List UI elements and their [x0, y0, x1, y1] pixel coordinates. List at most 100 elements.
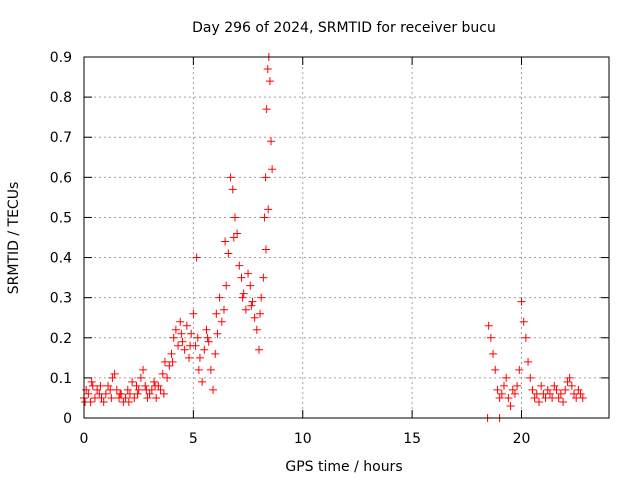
data-point — [171, 325, 180, 334]
data-point — [121, 393, 130, 402]
data-point — [226, 173, 235, 182]
data-point — [141, 381, 150, 390]
x-tick-label: 5 — [189, 431, 198, 447]
data-point — [193, 333, 202, 342]
data-point — [578, 393, 587, 402]
data-point — [508, 385, 517, 394]
data-point — [559, 397, 568, 406]
y-tick-label: 0.6 — [50, 170, 72, 186]
data-point — [134, 385, 143, 394]
data-point — [165, 361, 174, 370]
data-point — [526, 373, 535, 382]
data-point — [145, 389, 154, 398]
data-point — [163, 373, 172, 382]
chart-title: Day 296 of 2024, SRMTID for receiver buc… — [192, 20, 496, 36]
data-point — [229, 233, 238, 242]
data-point — [167, 349, 176, 358]
data-point — [104, 381, 113, 390]
data-point — [576, 389, 585, 398]
data-point — [128, 377, 137, 386]
data-point — [239, 289, 248, 298]
data-point — [262, 105, 271, 114]
data-point — [222, 281, 231, 290]
data-point — [262, 245, 270, 254]
data-point — [265, 77, 274, 86]
data-point — [259, 273, 268, 282]
y-tick-label: 0.2 — [50, 331, 72, 347]
data-point — [489, 349, 498, 358]
data-point — [204, 337, 213, 346]
data-point — [561, 385, 570, 394]
data-point — [260, 213, 269, 222]
data-point — [136, 373, 145, 382]
data-point — [213, 329, 222, 338]
data-point — [110, 369, 119, 378]
data-point — [186, 341, 195, 350]
data-point — [185, 353, 193, 362]
data-point — [217, 317, 226, 326]
data-point — [537, 381, 546, 390]
data-point — [87, 377, 96, 386]
data-point — [521, 333, 530, 342]
data-point — [504, 393, 513, 402]
data-point — [574, 385, 583, 394]
x-tick-label: 15 — [403, 431, 421, 447]
data-point — [142, 385, 151, 394]
data-point — [132, 381, 141, 390]
data-point — [198, 377, 207, 386]
data-point — [81, 397, 90, 406]
data-point — [554, 393, 563, 402]
data-point — [486, 333, 495, 342]
data-point — [182, 321, 191, 330]
grid-lines — [84, 57, 609, 418]
data-point — [139, 365, 148, 374]
data-point — [221, 237, 230, 246]
data-point — [158, 369, 167, 378]
data-point — [261, 173, 270, 182]
data-point — [152, 393, 161, 402]
data-point — [108, 373, 117, 382]
data-point — [535, 397, 543, 406]
data-point — [247, 301, 256, 310]
x-tick-label: 0 — [80, 431, 89, 447]
data-point — [238, 293, 247, 302]
data-point — [565, 373, 574, 382]
data-point — [123, 385, 132, 394]
data-point — [180, 345, 189, 354]
data-point — [552, 385, 561, 394]
x-tick-label: 10 — [294, 431, 312, 447]
data-point — [168, 357, 177, 366]
data-point — [224, 249, 233, 258]
data-point — [493, 385, 502, 394]
data-point — [212, 309, 221, 318]
y-tick-label: 0.1 — [50, 371, 72, 387]
data-point — [174, 341, 183, 350]
data-point — [530, 393, 539, 402]
x-tick-label: 20 — [513, 431, 531, 447]
data-point — [192, 253, 201, 262]
data-point — [194, 365, 203, 374]
data-point — [500, 381, 508, 390]
data-point — [228, 185, 237, 194]
data-point — [506, 401, 515, 410]
data-point — [264, 205, 273, 214]
y-tick-label: 0.5 — [50, 210, 72, 226]
data-point — [556, 389, 565, 398]
data-point — [130, 393, 139, 402]
data-point — [116, 389, 125, 398]
data-point — [84, 389, 93, 398]
data-point — [101, 389, 110, 398]
data-point — [235, 261, 244, 270]
data-point — [211, 349, 220, 358]
data-point — [563, 377, 572, 386]
data-point — [517, 297, 526, 306]
y-tick-label: 0 — [63, 411, 72, 427]
data-point — [256, 309, 265, 318]
data-point — [497, 389, 506, 398]
data-point — [206, 365, 215, 374]
data-point — [502, 373, 511, 382]
data-point — [178, 337, 187, 346]
data-point — [112, 385, 121, 394]
